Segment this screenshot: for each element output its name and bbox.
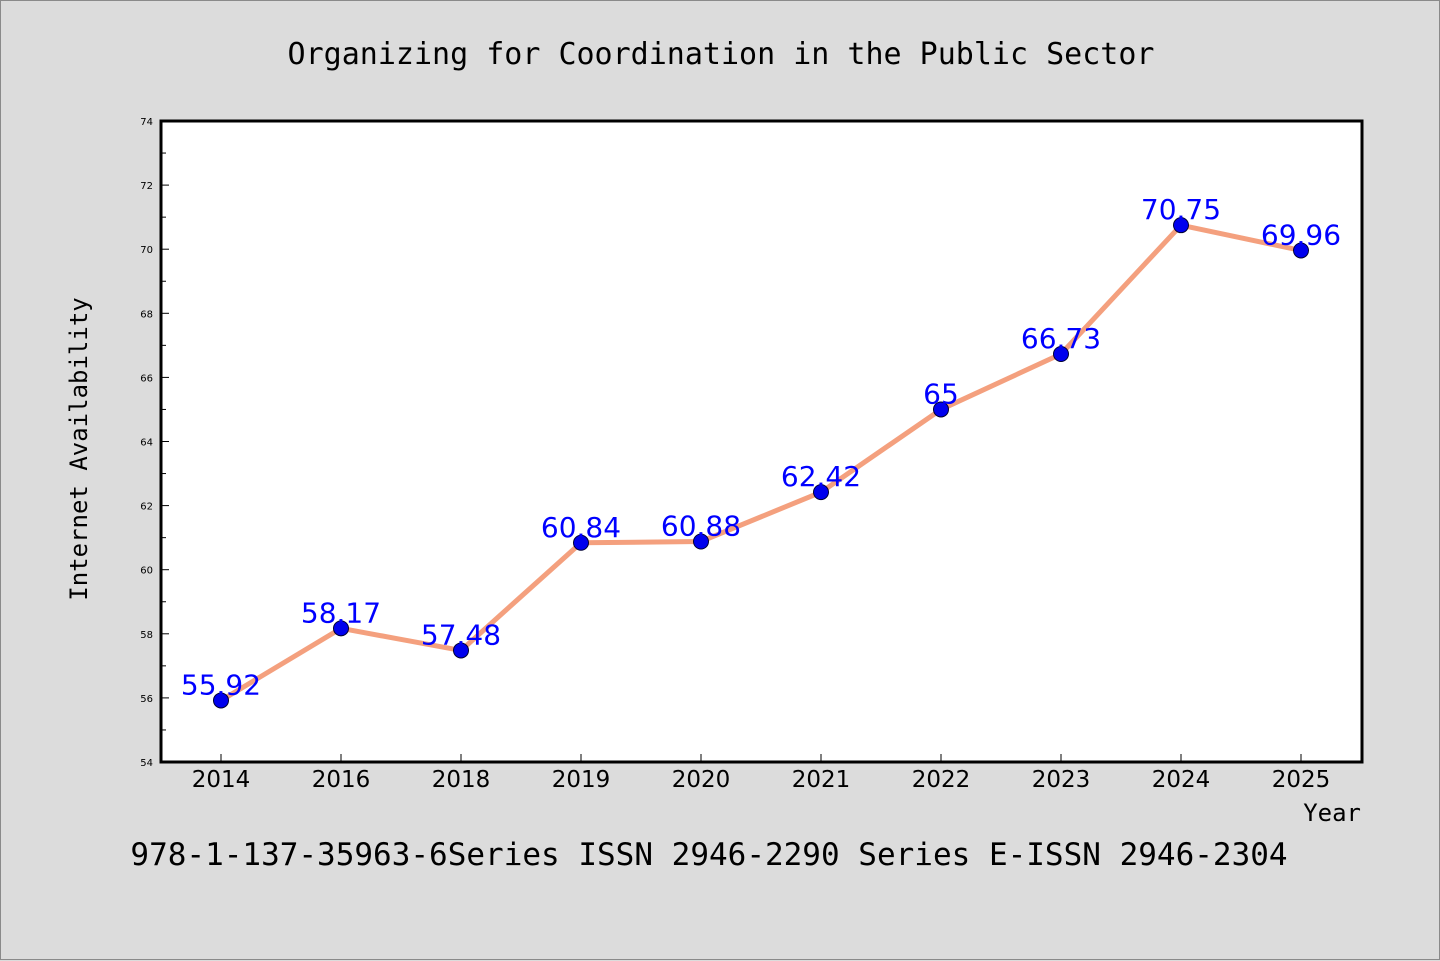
data-point-marker — [213, 692, 229, 709]
data-value-label: 57.48 — [421, 618, 501, 651]
x-tick-label: 2018 — [432, 767, 491, 793]
chart-title: Organizing for Coordination in the Publi… — [288, 37, 1155, 72]
data-point-marker — [1173, 217, 1189, 234]
y-tick-label: 66 — [140, 373, 153, 384]
data-point-marker — [453, 642, 469, 659]
x-tick-label: 2022 — [912, 767, 971, 793]
series-line-group — [218, 222, 1304, 703]
value-label-group: 55.92 58.17 57.48 60.84 60.88 62.42 65 66.73 70.… — [181, 193, 1341, 701]
x-tick-label: 2025 — [1272, 767, 1331, 793]
y-axis-ticks: 54 56 58 60 62 64 66 68 70 72 74 — [140, 117, 169, 769]
plot-area — [159, 119, 1364, 764]
x-axis-ticks: 2014 2016 2018 2019 2020 2021 2022 2023 2024 2025 — [192, 754, 1331, 793]
x-tick-label: 2016 — [312, 767, 371, 793]
data-point-marker — [693, 533, 709, 550]
y-tick-label: 54 — [140, 758, 153, 769]
data-value-label: 60.88 — [661, 509, 741, 542]
y-tick-label: 72 — [140, 181, 153, 192]
data-value-label: 65 — [923, 377, 959, 410]
data-point-marker — [813, 484, 829, 501]
y-tick-label: 74 — [140, 117, 153, 128]
y-tick-label: 70 — [140, 245, 153, 256]
y-tick-label: 60 — [140, 566, 153, 577]
data-point-marker — [933, 401, 949, 418]
data-value-label: 66.73 — [1021, 322, 1101, 355]
data-point-marker — [1053, 346, 1069, 363]
marker-group — [213, 217, 1309, 709]
data-point-marker — [1293, 242, 1309, 259]
y-tick-label: 64 — [140, 438, 153, 449]
data-point-marker — [573, 534, 589, 551]
x-tick-label: 2014 — [192, 767, 251, 793]
y-tick-label: 58 — [140, 630, 153, 641]
x-tick-label: 2019 — [552, 767, 611, 793]
x-axis-label: Year — [1303, 799, 1361, 827]
series-line — [218, 222, 1304, 703]
y-tick-label: 56 — [140, 694, 153, 705]
data-point-marker — [333, 620, 349, 637]
data-value-label: 58.17 — [301, 596, 381, 629]
data-value-label: 60.84 — [541, 511, 621, 544]
x-tick-label: 2020 — [672, 767, 731, 793]
x-tick-label: 2023 — [1032, 767, 1091, 793]
data-value-label: 70.75 — [1141, 193, 1221, 226]
data-value-label: 69.96 — [1261, 218, 1341, 251]
x-tick-label: 2021 — [792, 767, 851, 793]
data-value-label: 55.92 — [181, 668, 261, 701]
data-value-label: 62.42 — [781, 460, 861, 493]
y-axis-label: Internet Availability — [65, 297, 93, 600]
x-tick-label: 2024 — [1152, 767, 1211, 793]
y-tick-label: 62 — [140, 502, 153, 513]
y-tick-label: 68 — [140, 309, 153, 320]
footer-text: 978-1-137-35963-6Series ISSN 2946-2290 S… — [130, 837, 1287, 873]
